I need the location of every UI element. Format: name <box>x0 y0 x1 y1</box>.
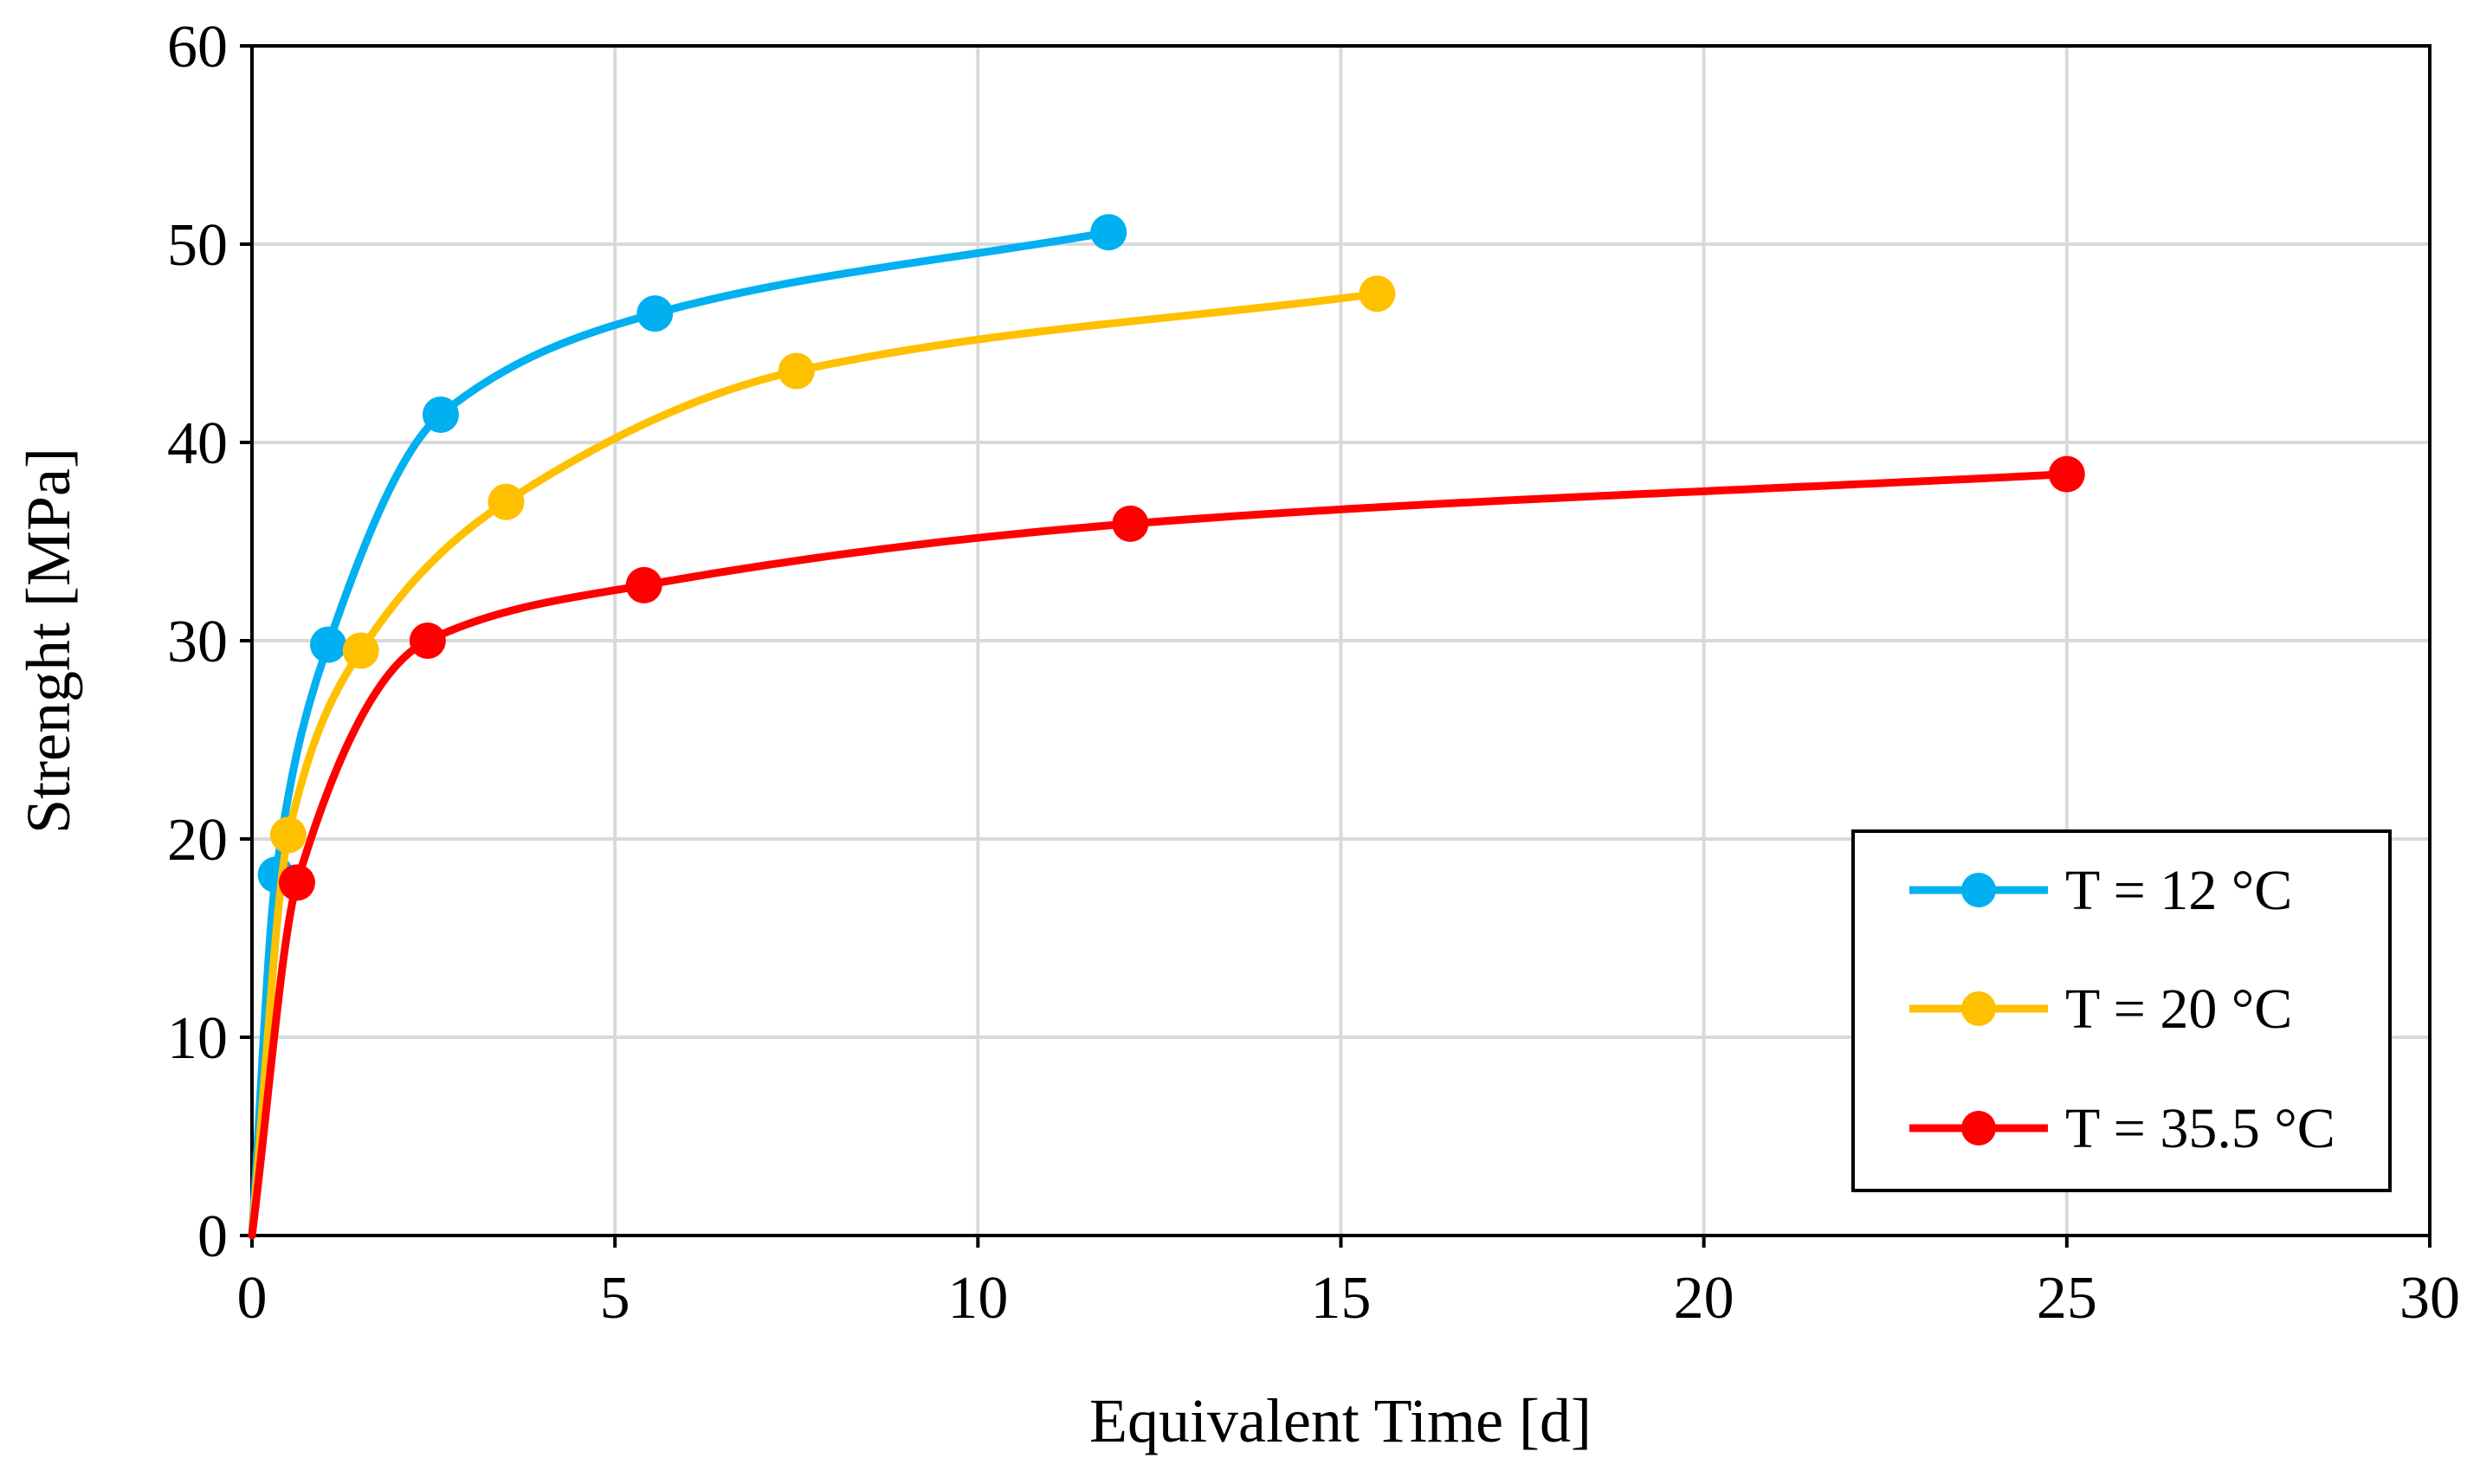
data-point <box>2048 455 2085 493</box>
y-tick-label: 50 <box>167 212 228 279</box>
data-point <box>278 864 315 901</box>
data-point <box>269 816 307 854</box>
series-line <box>248 470 2071 1240</box>
grid <box>252 46 2430 1236</box>
legend-marker-series-2 <box>1961 991 1996 1026</box>
legend-label-series-1: T = 12 °C <box>2065 859 2292 922</box>
series-3 <box>248 455 2085 1240</box>
x-tick-label: 25 <box>2037 1265 2097 1332</box>
x-tick-label: 5 <box>600 1265 630 1332</box>
data-point <box>488 483 525 520</box>
data-point <box>342 632 379 669</box>
data-point <box>1112 505 1149 542</box>
y-tick-label: 30 <box>167 609 228 675</box>
series <box>248 214 2085 1240</box>
data-point <box>409 623 446 659</box>
legend: T = 12 °C T = 20 °C T = 35.5 °C <box>1851 829 2392 1192</box>
data-point <box>422 396 459 433</box>
y-tick-label: 0 <box>197 1203 228 1270</box>
y-tick-label: 20 <box>167 807 228 874</box>
x-axis-label: Equivalent Time [d] <box>1089 1386 1592 1455</box>
x-axis: 0 5 10 15 20 25 30 <box>237 1236 2460 1332</box>
x-tick-label: 30 <box>2399 1265 2460 1332</box>
x-tick-label: 20 <box>1674 1265 1734 1332</box>
x-tick-label: 15 <box>1311 1265 1372 1332</box>
data-point <box>310 626 347 663</box>
data-point <box>636 295 674 332</box>
legend-marker-series-3 <box>1961 1111 1996 1145</box>
series-line <box>248 228 1113 1240</box>
y-tick-label: 10 <box>167 1005 228 1072</box>
y-axis-label: Strenght [MPa] <box>14 448 83 834</box>
data-point <box>778 352 815 390</box>
legend-label-series-2: T = 20 °C <box>2065 978 2292 1041</box>
y-tick-label: 40 <box>167 410 228 477</box>
data-point <box>1090 214 1127 251</box>
x-tick-label: 0 <box>237 1265 268 1332</box>
data-point <box>1359 275 1396 313</box>
legend-marker-series-1 <box>1961 873 1996 907</box>
series-1 <box>248 214 1127 1240</box>
y-axis: 0 10 20 30 40 50 60 <box>167 14 252 1270</box>
legend-label-series-3: T = 35.5 °C <box>2065 1097 2335 1160</box>
x-tick-label: 10 <box>947 1265 1008 1332</box>
y-tick-label: 60 <box>167 14 228 81</box>
data-point <box>625 566 662 603</box>
